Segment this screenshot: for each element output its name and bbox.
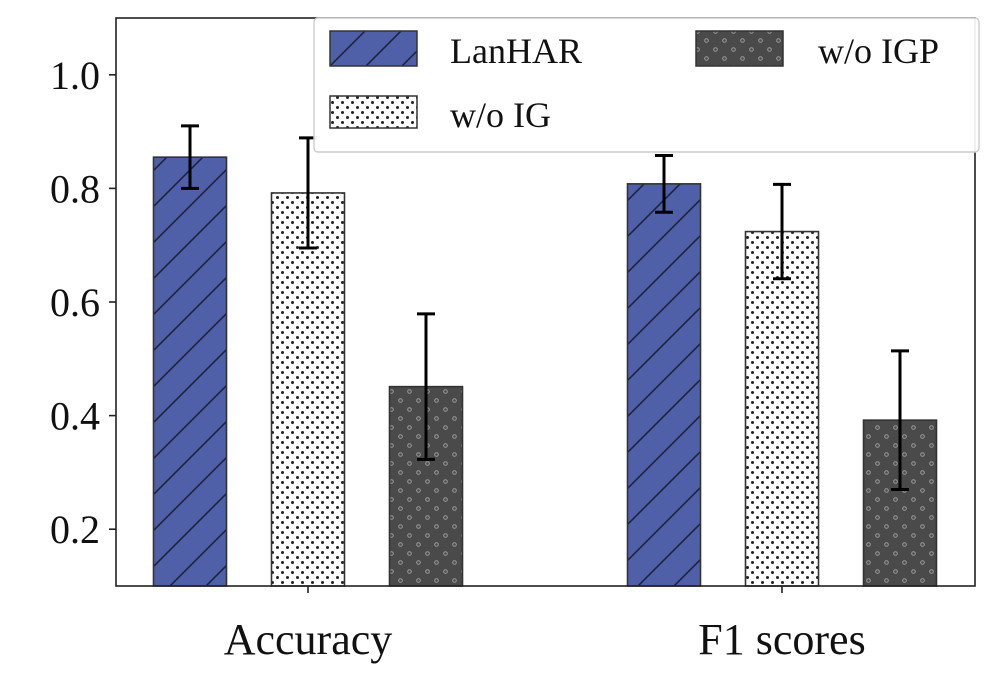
y-tick-label: 0.2 [50, 507, 100, 552]
y-axis: 0.2 0.4 0.6 0.8 1.0 [50, 53, 116, 552]
x-axis: Accuracy F1 scores [224, 586, 866, 664]
legend-swatch-wo-igp [695, 30, 784, 67]
error-bar-w-o-ig-f1-scores [773, 182, 791, 281]
error-bar-lanhar-f1-scores [655, 153, 673, 214]
bars-layer [152, 156, 938, 587]
legend-label-lanhar: LanHAR [450, 31, 582, 71]
legend: LanHAR w/o IGP w/o IG [313, 17, 980, 153]
x-tick-label-accuracy: Accuracy [224, 615, 393, 664]
error-bar-w-o-igp-accuracy [417, 312, 435, 461]
bar-w-o-ig-accuracy [270, 192, 346, 587]
legend-frame [313, 17, 980, 153]
error-bar-w-o-igp-f1-scores [891, 349, 909, 491]
legend-swatch-lanhar [329, 30, 418, 67]
bar-lanhar-accuracy [152, 156, 228, 587]
y-tick-label: 0.4 [50, 394, 100, 439]
x-tick-label-f1-scores: F1 scores [698, 615, 865, 664]
y-tick-label: 1.0 [50, 53, 100, 98]
legend-swatch-wo-ig [329, 95, 418, 129]
bar-w-o-ig-f1-scores [744, 230, 820, 587]
error-bar-lanhar-accuracy [181, 124, 199, 190]
y-tick-label: 0.6 [50, 280, 100, 325]
bar-lanhar-f1-scores [626, 183, 702, 587]
legend-label-wo-igp: w/o IGP [818, 31, 939, 71]
legend-label-wo-ig: w/o IG [450, 95, 551, 135]
y-tick-label: 0.8 [50, 166, 100, 211]
